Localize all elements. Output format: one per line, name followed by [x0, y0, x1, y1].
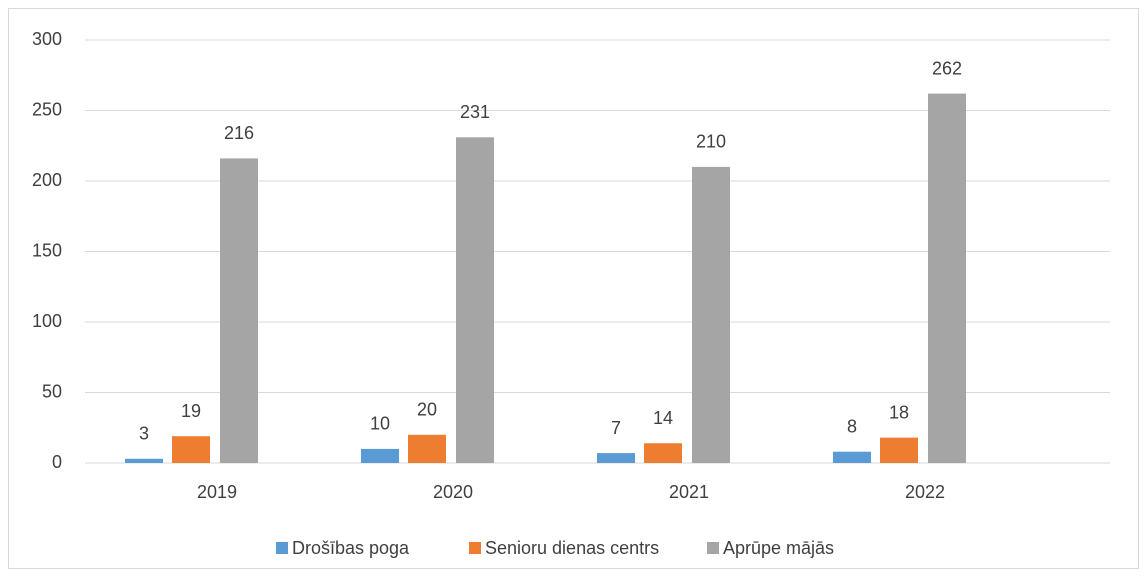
x-tick-label: 2019 — [197, 482, 237, 502]
y-tick-label: 100 — [32, 311, 62, 331]
data-label: 210 — [696, 132, 726, 152]
bar — [880, 437, 918, 463]
x-tick-label: 2021 — [669, 482, 709, 502]
data-label: 7 — [611, 418, 621, 438]
data-label: 14 — [653, 408, 673, 428]
data-label: 20 — [417, 400, 437, 420]
data-label: 3 — [139, 424, 149, 444]
bar — [928, 93, 966, 463]
data-label: 262 — [932, 58, 962, 78]
data-label: 231 — [460, 102, 490, 122]
legend-label: Senioru dienas centrs — [485, 538, 659, 558]
chart-border — [8, 8, 1139, 569]
bar — [597, 453, 635, 463]
bar — [172, 436, 210, 463]
legend-label: Aprūpe mājās — [723, 538, 834, 558]
bar — [833, 451, 871, 463]
y-tick-label: 300 — [32, 29, 62, 49]
y-tick-label: 0 — [52, 452, 62, 472]
x-tick-label: 2022 — [905, 482, 945, 502]
data-label: 10 — [370, 414, 390, 434]
bar — [220, 158, 258, 463]
y-tick-label: 200 — [32, 170, 62, 190]
bar — [692, 166, 730, 463]
data-label: 18 — [889, 402, 909, 422]
bar — [125, 458, 163, 463]
bar — [408, 434, 446, 463]
x-tick-label: 2020 — [433, 482, 473, 502]
y-tick-label: 50 — [42, 381, 62, 401]
bar — [361, 448, 399, 463]
bar — [456, 137, 494, 464]
data-label: 19 — [181, 401, 201, 421]
data-label: 216 — [224, 123, 254, 143]
y-tick-label: 250 — [32, 99, 62, 119]
legend-swatch — [276, 542, 288, 554]
legend-label: Drošības poga — [292, 538, 410, 558]
data-label: 8 — [847, 416, 857, 436]
y-tick-label: 150 — [32, 240, 62, 260]
bar — [644, 443, 682, 463]
legend-swatch — [469, 542, 481, 554]
legend-swatch — [707, 542, 719, 554]
